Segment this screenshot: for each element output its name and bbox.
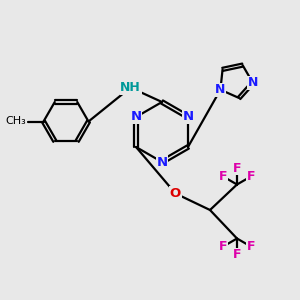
Text: F: F — [233, 161, 241, 175]
Text: N: N — [182, 110, 194, 124]
Text: F: F — [218, 240, 227, 253]
Text: F: F — [233, 248, 241, 262]
Text: F: F — [247, 170, 256, 183]
Text: CH₃: CH₃ — [6, 116, 26, 127]
Text: O: O — [170, 187, 181, 200]
Text: N: N — [130, 110, 142, 124]
Text: N: N — [215, 83, 226, 96]
Text: F: F — [247, 240, 256, 253]
Text: F: F — [218, 170, 227, 183]
Text: N: N — [248, 76, 258, 89]
Text: N: N — [156, 155, 168, 169]
Text: NH: NH — [120, 81, 141, 94]
